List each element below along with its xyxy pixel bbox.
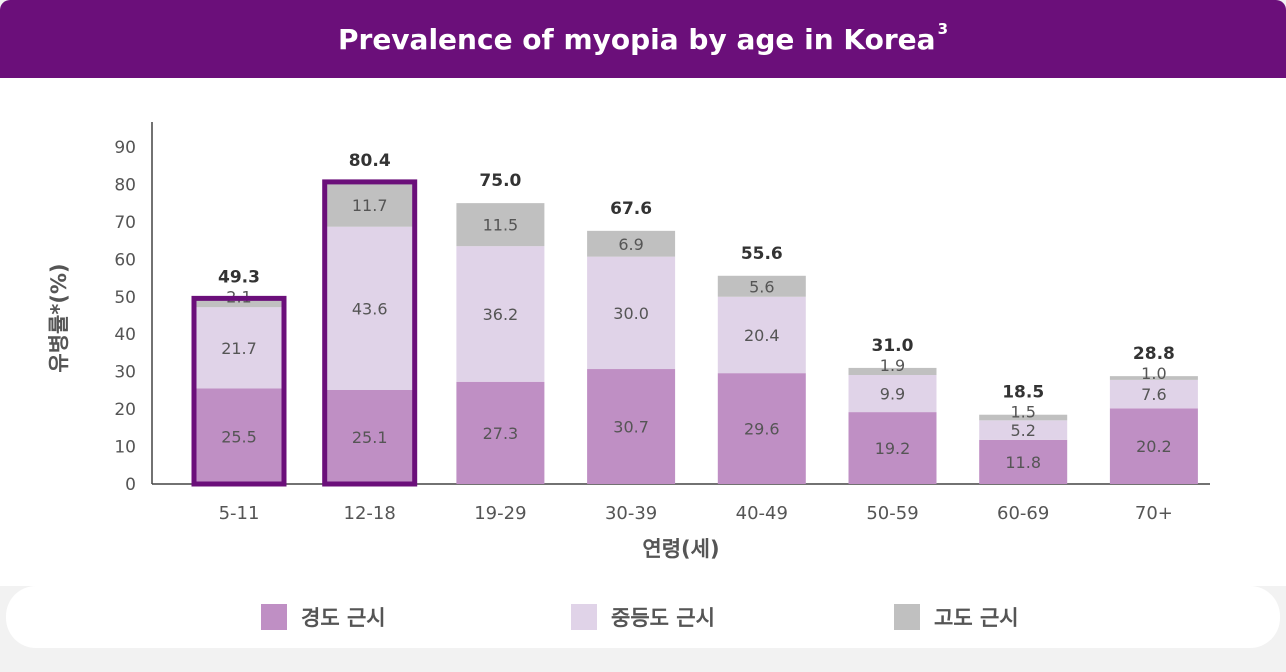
bar-segment: [195, 307, 283, 389]
x-tick-label: 5-11: [219, 503, 260, 524]
bar-segment: [717, 373, 806, 484]
bar-segment: [717, 296, 806, 374]
bar-segment: [1109, 376, 1198, 380]
bar-value-label: 6.9: [618, 235, 643, 254]
chart-title-text: Prevalence of myopia by age in Korea: [337, 22, 936, 56]
bar-chart: 0 10 20 30 40 50 60 70 80 90 유병률*(%) 연령(세) 25.5 21.7 2…: [0, 78, 1286, 586]
bar-segment: [325, 226, 414, 391]
bar-segment: [325, 182, 414, 227]
legend-label-moderate: 중등도 근시: [611, 606, 715, 630]
x-tick-label: 30-39: [605, 503, 657, 524]
y-tick-label: 20: [114, 400, 136, 420]
chart-title: Prevalence of myopia by age in Korea 3: [337, 20, 948, 56]
legend-swatch-moderate: [571, 604, 597, 630]
bar-value-label: 30.0: [613, 304, 649, 323]
legend-swatch-mild: [261, 604, 287, 630]
bar-segment: [848, 412, 937, 484]
y-axis-label: 유병률*(%): [47, 263, 71, 372]
legend-label-high: 고도 근시: [934, 606, 1019, 630]
bar-value-label: 43.6: [352, 299, 388, 318]
bar-total-label: 67.6: [610, 199, 652, 219]
bar-segment: [979, 439, 1068, 484]
bar-value-label: 30.7: [613, 418, 649, 437]
bar-value-label: 20.2: [1136, 437, 1172, 456]
y-tick-label: 70: [114, 213, 136, 233]
bar-segment: [979, 420, 1068, 440]
bar-segment: [587, 230, 676, 257]
x-tick-label: 60-69: [997, 503, 1049, 524]
x-tick-label: 19-29: [474, 503, 526, 524]
bar-total-label: 31.0: [872, 336, 914, 356]
chart-title-superscript: 3: [937, 20, 948, 39]
bar-value-label: 11.7: [352, 196, 388, 215]
bar-segment: [456, 381, 545, 484]
legend-item-high: 고도 근시: [894, 586, 1019, 648]
bar-total-label: 75.0: [479, 171, 521, 191]
bar-segment: [195, 388, 283, 484]
bar-value-label: 36.2: [483, 305, 519, 324]
bar-value-label: 19.2: [875, 439, 911, 458]
bar-value-label: 11.5: [483, 216, 519, 235]
bar-total-label: 49.3: [218, 267, 260, 287]
x-axis-label: 연령(세): [642, 537, 719, 561]
bar-segment: [325, 390, 414, 484]
legend-item-moderate: 중등도 근시: [571, 586, 715, 648]
y-tick-label: 40: [114, 325, 136, 345]
x-tick-label: 70+: [1135, 503, 1173, 524]
bar-segment: [1109, 408, 1198, 484]
bar-highlight-outline: [191, 295, 287, 487]
y-tick-label: 80: [114, 175, 136, 195]
bar-segment: [456, 203, 545, 247]
bar-segment: [1109, 379, 1198, 409]
bar-value-label: 7.6: [1141, 385, 1166, 404]
bar-value-label: 11.8: [1005, 453, 1041, 472]
bar-total-label: 55.6: [741, 244, 783, 264]
bar-segment: [587, 256, 676, 370]
y-tick-label: 90: [114, 138, 136, 158]
x-tick-label: 40-49: [736, 503, 788, 524]
bar-segment: [195, 299, 283, 308]
x-tick-label: 50-59: [866, 503, 918, 524]
bar-highlight-outline: [322, 179, 418, 487]
bar-value-label: 20.4: [744, 326, 780, 345]
y-tick-label: 0: [125, 475, 136, 495]
legend-item-mild: 경도 근시: [261, 586, 386, 648]
bar-value-label: 1.9: [880, 356, 905, 375]
bar-value-label: 1.0: [1141, 364, 1166, 383]
legend: 경도 근시 중등도 근시 고도 근시: [6, 586, 1280, 648]
bar-segment: [848, 367, 937, 376]
bar-value-label: 5.2: [1010, 421, 1035, 440]
legend-swatch-high: [894, 604, 920, 630]
bar-value-label: 5.6: [749, 277, 774, 296]
bar-value-label: 25.5: [221, 427, 257, 446]
bar-segment: [717, 275, 806, 297]
chart-header: Prevalence of myopia by age in Korea 3: [0, 0, 1286, 78]
x-tick-label: 12-18: [344, 503, 396, 524]
bar-value-label: 25.1: [352, 428, 388, 447]
bar-total-label: 18.5: [1002, 383, 1044, 403]
bar-value-label: 1.5: [1010, 403, 1035, 422]
y-tick-label: 10: [114, 438, 136, 458]
y-tick-label: 60: [114, 250, 136, 270]
y-tick-label: 30: [114, 363, 136, 383]
bar-segment: [456, 246, 545, 382]
bar-value-label: 29.6: [744, 420, 780, 439]
bar-value-label: 21.7: [221, 339, 257, 358]
bar-value-label: 27.3: [483, 424, 519, 443]
bar-segment: [848, 375, 937, 413]
bar-total-label: 28.8: [1133, 344, 1175, 364]
bar-total-label: 80.4: [349, 151, 391, 171]
y-tick-label: 50: [114, 288, 136, 308]
bar-segment: [587, 369, 676, 484]
legend-label-mild: 경도 근시: [301, 606, 386, 630]
bar-value-label: 9.9: [880, 385, 905, 404]
bar-segment: [979, 414, 1068, 421]
